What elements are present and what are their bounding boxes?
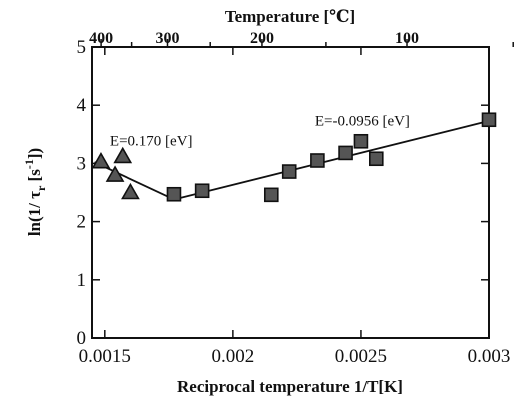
triangle-marker: [113, 146, 133, 164]
top-axis-title: Temperature [℃]: [225, 7, 355, 26]
y-axis-title-prefix: ln(1/ τ: [25, 191, 44, 236]
square-marker: [263, 187, 279, 203]
annotations: E=0.170 [eV] E=-0.0956 [eV]: [110, 114, 410, 150]
y-tick-label: 2: [77, 212, 87, 233]
square-marker: [481, 112, 497, 128]
x-tick-label: 0.0015: [79, 346, 131, 367]
energy-annotation: E=-0.0956 [eV]: [315, 114, 410, 130]
y-axis-title-suffix: ]): [25, 148, 44, 159]
energy-annotation: E=0.170 [eV]: [110, 133, 193, 149]
top-tick-label: 300: [155, 30, 179, 47]
y-axis-title-mid: [s: [25, 169, 44, 186]
square-marker: [338, 145, 353, 161]
square-marker: [166, 186, 182, 202]
y-axis-title-sup: -1: [22, 159, 36, 169]
x-tick-label: 0.003: [468, 346, 511, 367]
top-tick-label: 200: [250, 30, 274, 47]
tick-labels: 0.0015 0.002 0.0025 0.003 0 1 2 3 4 5 400 300 200 100: [77, 30, 511, 367]
square-marker: [369, 151, 384, 167]
data-markers: [91, 112, 497, 203]
triangle-marker: [121, 182, 140, 200]
y-tick-label: 3: [77, 153, 87, 174]
x-axis-title: Reciprocal temperature 1/T[K]: [177, 377, 403, 396]
square-marker: [353, 133, 369, 149]
triangle-marker: [105, 165, 125, 182]
square-marker: [310, 153, 325, 168]
square-marker: [194, 183, 210, 199]
y-axis-title-sub: r: [34, 185, 48, 191]
top-tick-label: 400: [89, 30, 113, 47]
triangle-marker: [91, 152, 111, 169]
x-tick-label: 0.0025: [335, 346, 387, 367]
top-tick-label: 100: [395, 30, 419, 47]
plot-frame: [91, 46, 490, 339]
y-tick-label: 5: [77, 37, 87, 58]
y-tick-label: 0: [77, 328, 87, 349]
y-axis-title: ln(1/ τr [s-1]): [22, 148, 48, 236]
y-tick-label: 4: [77, 95, 87, 116]
y-tick-label: 1: [77, 270, 87, 291]
x-tick-label: 0.002: [211, 346, 254, 367]
axis-ticks: [92, 39, 514, 339]
fit-line: [173, 120, 490, 201]
square-marker: [281, 164, 297, 179]
